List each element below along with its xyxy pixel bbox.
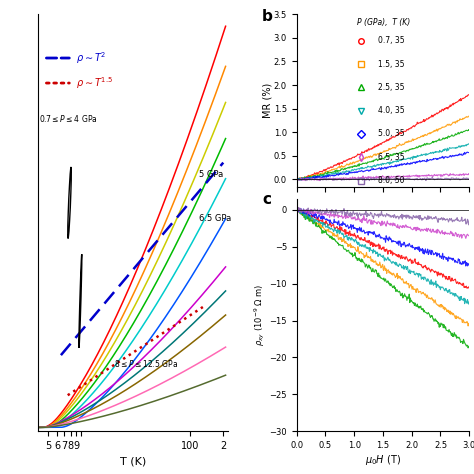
Text: 4.0, 35: 4.0, 35 bbox=[378, 106, 404, 115]
Text: c: c bbox=[262, 191, 271, 207]
Text: $0.7\leq P\leq 4$ GPa: $0.7\leq P\leq 4$ GPa bbox=[38, 113, 97, 124]
Text: $\rho \sim T^{1.5}$: $\rho \sim T^{1.5}$ bbox=[76, 75, 113, 91]
X-axis label: T (K): T (K) bbox=[120, 456, 146, 466]
Text: 1.5, 35: 1.5, 35 bbox=[378, 60, 404, 69]
Text: $8\leq P\leq 12.5$ GPa: $8\leq P\leq 12.5$ GPa bbox=[114, 358, 178, 369]
Text: 0.7, 35: 0.7, 35 bbox=[378, 36, 404, 46]
Text: 6.5, 35: 6.5, 35 bbox=[378, 153, 404, 162]
X-axis label: $\mu_0 H$ (T): $\mu_0 H$ (T) bbox=[365, 453, 401, 467]
Y-axis label: MR (%): MR (%) bbox=[262, 83, 272, 118]
Text: 8.0, 50: 8.0, 50 bbox=[378, 176, 404, 185]
Text: 6.5 GPa: 6.5 GPa bbox=[199, 214, 231, 223]
Text: P (GPa),  T (K): P (GPa), T (K) bbox=[357, 18, 410, 27]
Text: $\rho \sim T^2$: $\rho \sim T^2$ bbox=[76, 50, 106, 66]
Text: b: b bbox=[262, 9, 273, 24]
Text: 5.0, 35: 5.0, 35 bbox=[378, 129, 404, 138]
Text: 5 GPa: 5 GPa bbox=[199, 170, 223, 179]
Text: 2.5, 35: 2.5, 35 bbox=[378, 83, 404, 92]
Y-axis label: $\rho_{xy}$ ($10^{-9}$ $\Omega$ m): $\rho_{xy}$ ($10^{-9}$ $\Omega$ m) bbox=[252, 284, 266, 346]
